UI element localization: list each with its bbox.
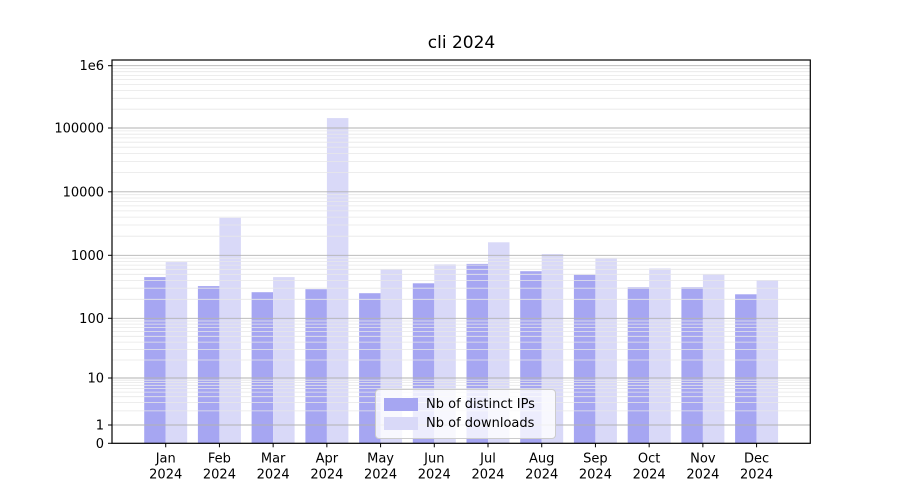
legend-item-distinct-ips: Nb of distinct IPs bbox=[384, 397, 547, 412]
x-tick-label-month: Jan bbox=[155, 451, 176, 466]
bar-dec-distinct-ips bbox=[735, 294, 757, 444]
y-tick-label: 10 bbox=[87, 372, 104, 387]
x-tick-label-year: 2024 bbox=[525, 467, 558, 482]
legend-swatch-distinct-ips bbox=[384, 398, 418, 411]
bar-oct-downloads bbox=[649, 268, 671, 444]
bar-jan-downloads bbox=[165, 262, 188, 444]
x-tick-label-month: Jul bbox=[479, 451, 496, 466]
legend-label-downloads: Nb of downloads bbox=[426, 416, 535, 431]
bar-nov-downloads bbox=[702, 274, 725, 444]
bar-apr-distinct-ips bbox=[305, 289, 327, 444]
x-tick-label-year: 2024 bbox=[203, 467, 236, 482]
chart-title: cli 2024 bbox=[427, 33, 496, 53]
legend-item-downloads: Nb of downloads bbox=[384, 416, 547, 431]
bar-feb-downloads bbox=[219, 217, 241, 444]
legend-label-distinct-ips: Nb of distinct IPs bbox=[426, 397, 535, 412]
bar-mar-distinct-ips bbox=[251, 292, 274, 444]
x-tick-label-month: Apr bbox=[316, 451, 339, 466]
bar-feb-distinct-ips bbox=[197, 286, 220, 444]
x-tick-label-year: 2024 bbox=[149, 467, 182, 482]
x-tick-label-year: 2024 bbox=[310, 467, 343, 482]
bar-oct-distinct-ips bbox=[627, 287, 650, 444]
x-tick-label-year: 2024 bbox=[579, 467, 612, 482]
legend-swatch-downloads bbox=[384, 417, 418, 430]
x-tick-label-year: 2024 bbox=[740, 467, 773, 482]
bar-sep-downloads bbox=[595, 258, 617, 444]
x-tick-label-month: Mar bbox=[261, 451, 286, 466]
bar-sep-distinct-ips bbox=[573, 274, 596, 444]
x-tick-label-year: 2024 bbox=[686, 467, 719, 482]
bar-nov-distinct-ips bbox=[681, 287, 703, 444]
x-tick-label-month: Jun bbox=[423, 451, 444, 466]
bar-dec-downloads bbox=[756, 280, 779, 444]
x-tick-label-month: Feb bbox=[208, 451, 231, 466]
legend: Nb of distinct IPs Nb of downloads bbox=[375, 389, 556, 439]
y-tick-label: 1e6 bbox=[79, 59, 104, 74]
x-tick-label-month: Oct bbox=[638, 451, 660, 466]
y-tick-label: 100 bbox=[79, 312, 104, 327]
x-tick-label-year: 2024 bbox=[471, 467, 504, 482]
x-tick-label-month: Sep bbox=[583, 451, 608, 466]
y-tick-label: 100000 bbox=[54, 122, 104, 137]
x-tick-label-month: Aug bbox=[529, 451, 554, 466]
x-tick-label-month: Nov bbox=[690, 451, 716, 466]
x-tick-label-month: Dec bbox=[744, 451, 769, 466]
y-tick-label: 0 bbox=[96, 437, 104, 452]
x-tick-label-year: 2024 bbox=[364, 467, 397, 482]
plot-frame bbox=[111, 59, 811, 444]
x-tick-label-year: 2024 bbox=[633, 467, 666, 482]
x-tick-label-year: 2024 bbox=[418, 467, 451, 482]
y-tick-label: 1000 bbox=[71, 249, 104, 264]
y-tick-label: 10000 bbox=[63, 185, 104, 200]
x-tick-label-year: 2024 bbox=[257, 467, 290, 482]
y-tick-label: 1 bbox=[96, 419, 104, 434]
x-tick-label-month: May bbox=[367, 451, 394, 466]
